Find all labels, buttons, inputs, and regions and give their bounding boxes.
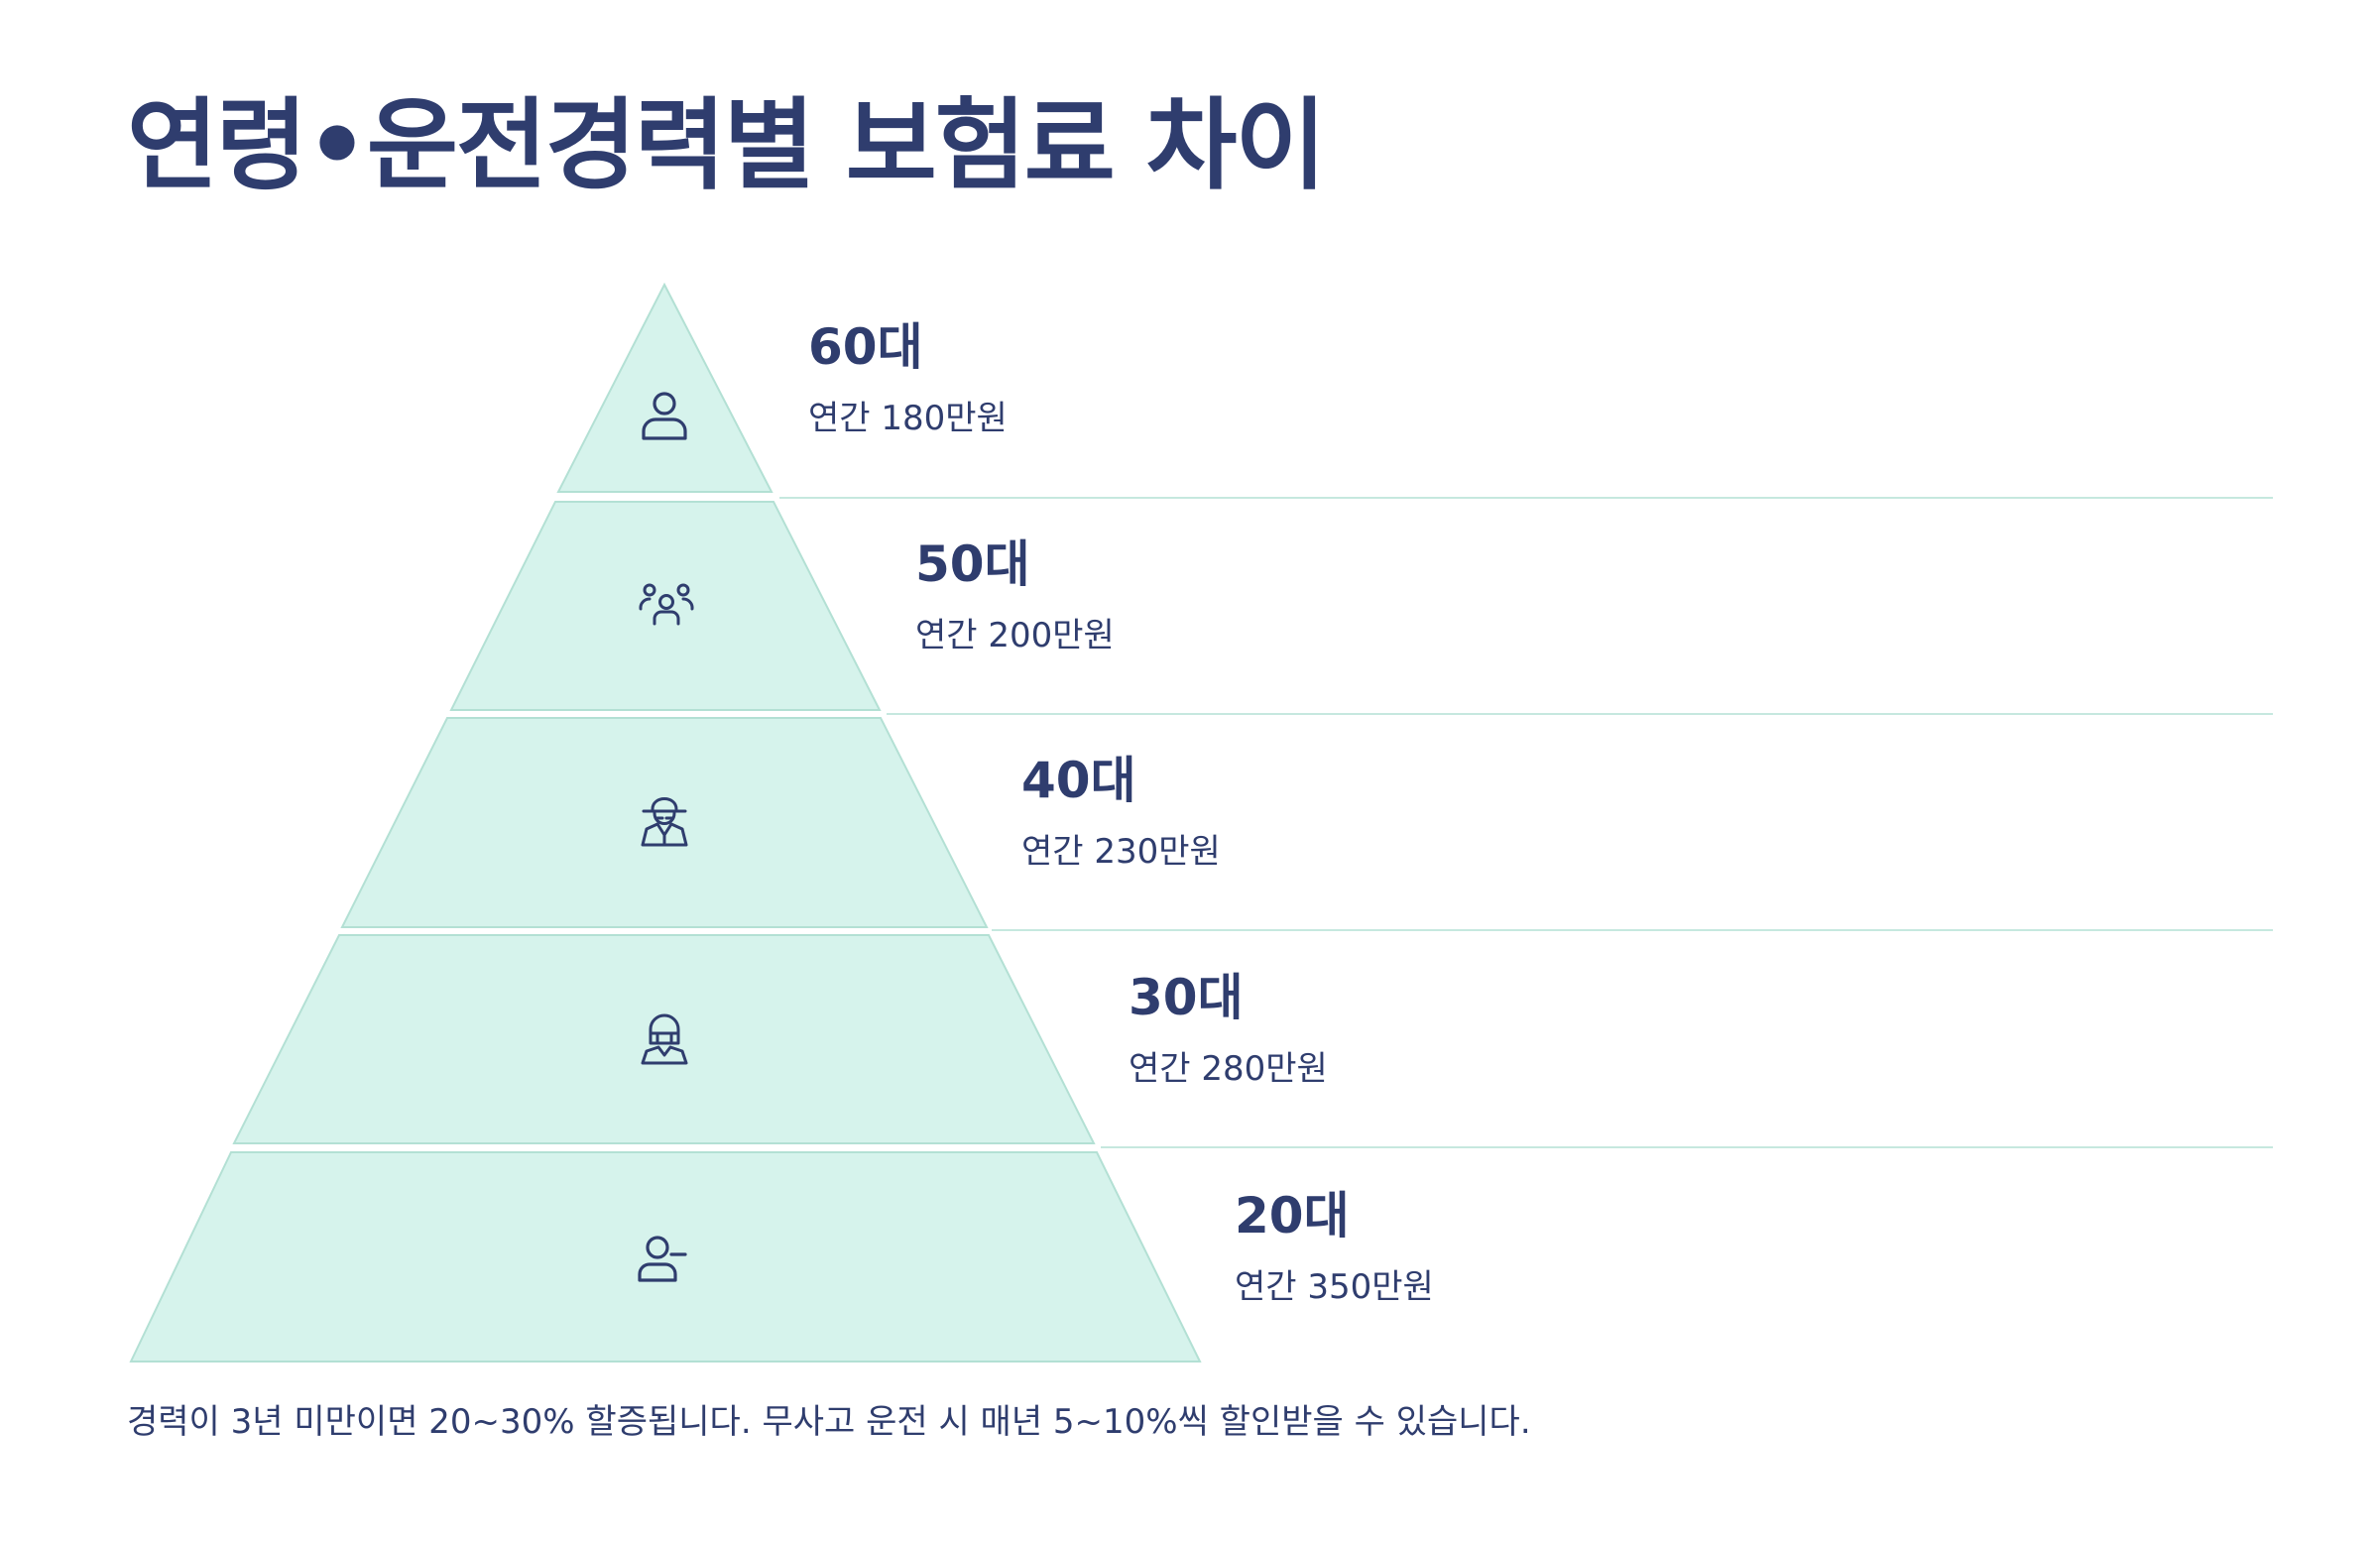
tier-label-50s: 50대 연간 200만원: [915, 539, 1115, 652]
user-minus-icon: [638, 1236, 687, 1282]
footnote: 경력이 3년 미만이면 20~30% 할증됩니다. 무사고 운전 시 매년 5~…: [127, 1402, 1531, 1442]
page-title: 연령•운전경력별 보험료 차이: [127, 87, 1327, 203]
tier-label-40s: 40대 연간 230만원: [1021, 756, 1221, 869]
tier-premium: 연간 180만원: [808, 399, 1008, 438]
tier-label-30s: 30대 연간 280만원: [1129, 973, 1328, 1086]
pyramid-tier-20s: [129, 1151, 1202, 1363]
tier-label-60s: 60대 연간 180만원: [808, 322, 1008, 435]
pyramid-tier-60s: [556, 282, 774, 493]
tier-premium: 연간 280만원: [1129, 1049, 1328, 1089]
person-icon: [642, 392, 687, 440]
tier-age: 30대: [1129, 969, 1244, 1026]
detective-icon: [641, 797, 688, 847]
tier-age: 50대: [915, 535, 1030, 593]
tier-age: 60대: [808, 318, 923, 376]
pyramid-tier-30s: [232, 934, 1096, 1144]
tier-premium: 연간 230만원: [1021, 832, 1221, 872]
tier-premium: 연간 350만원: [1235, 1267, 1434, 1307]
tier-label-20s: 20대 연간 350만원: [1235, 1191, 1434, 1304]
pyramid-tier-50s: [449, 501, 882, 711]
group-icon: [639, 583, 694, 626]
helmet-person-icon: [641, 1013, 688, 1065]
tier-age: 40대: [1021, 752, 1136, 809]
tier-age: 20대: [1235, 1187, 1350, 1245]
tier-premium: 연간 200만원: [915, 616, 1115, 655]
